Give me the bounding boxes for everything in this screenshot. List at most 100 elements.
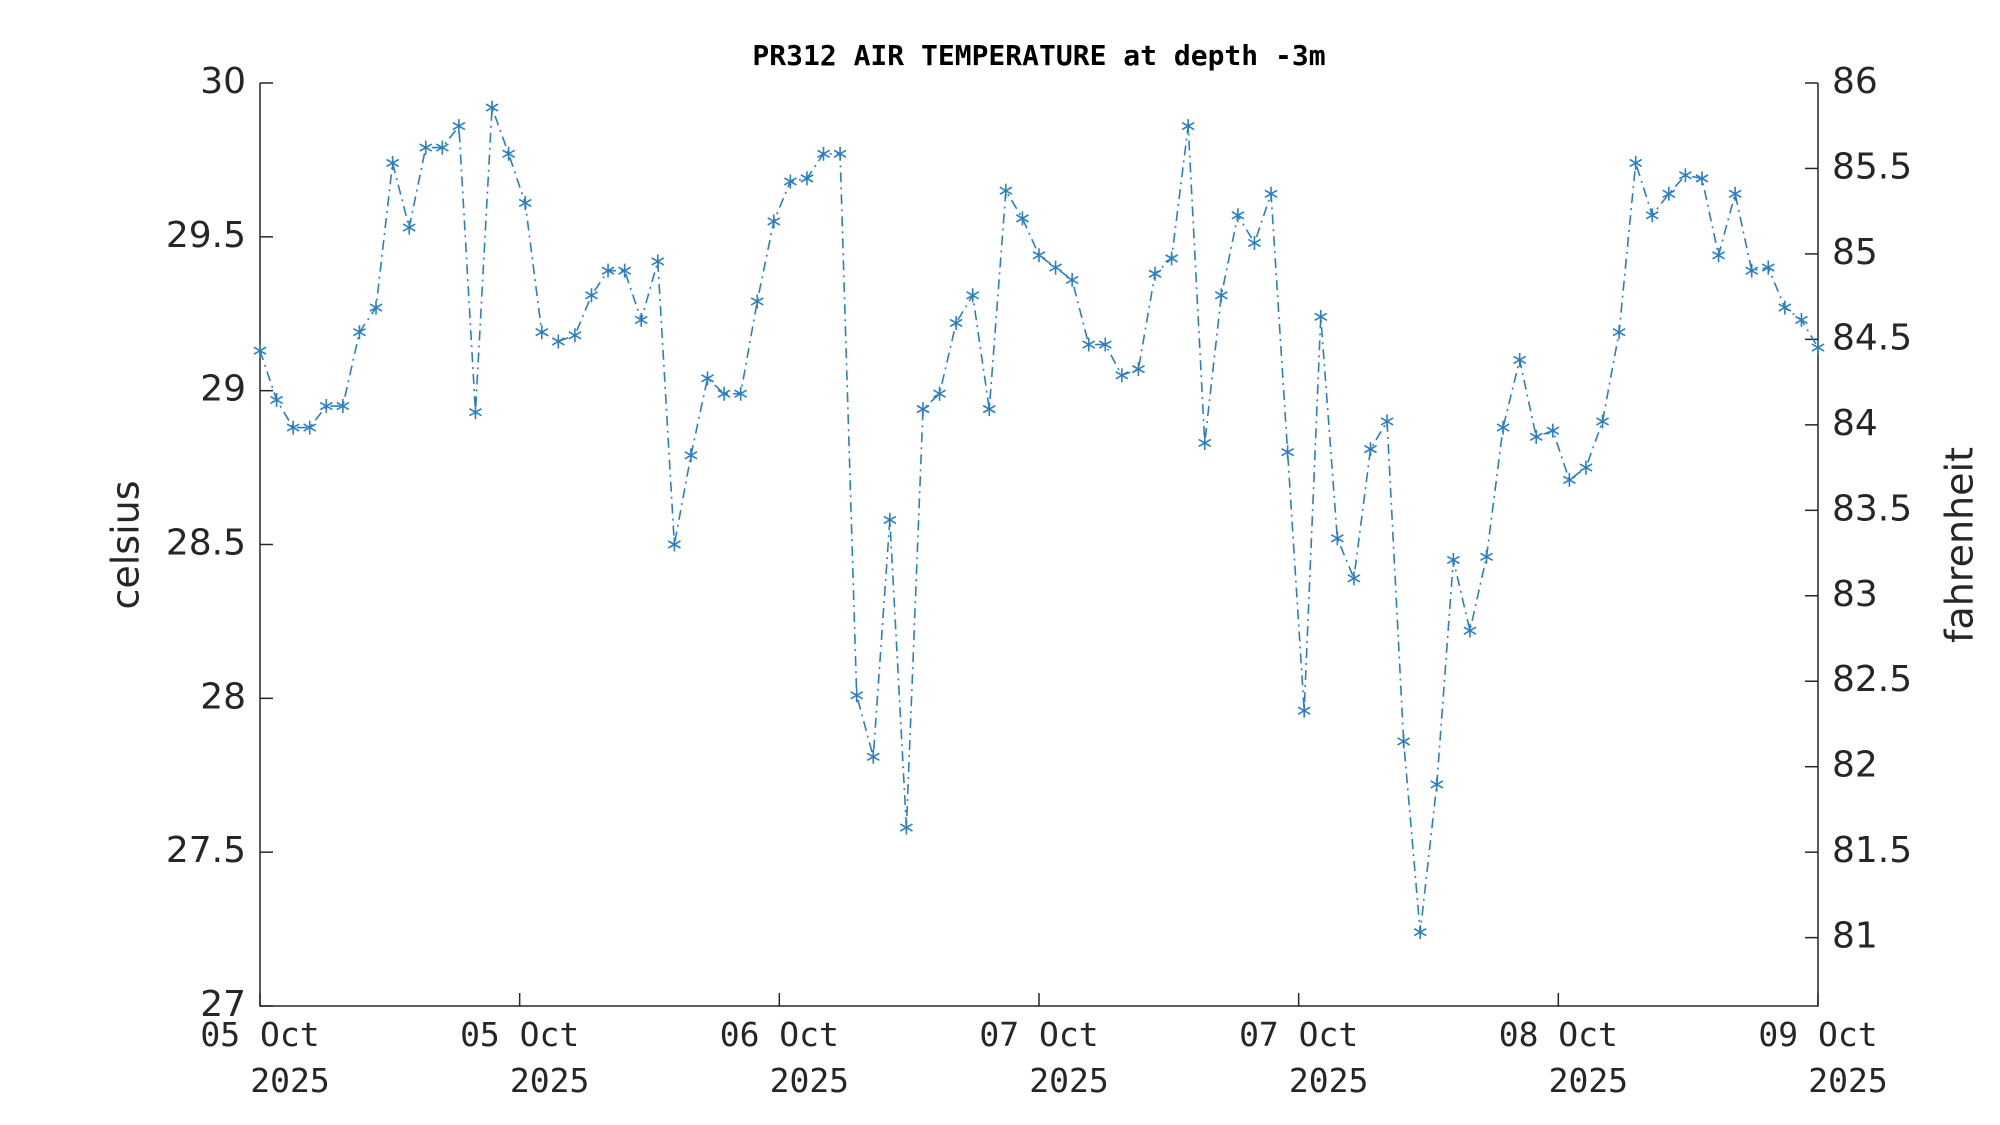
data-marker xyxy=(1198,435,1212,450)
data-marker xyxy=(634,312,648,327)
y2-tick-label: 82.5 xyxy=(1832,659,1912,700)
data-marker xyxy=(1049,260,1063,275)
y-tick-label: 28 xyxy=(200,676,246,717)
y-tick-label: 28.5 xyxy=(166,523,246,564)
data-marker xyxy=(949,315,963,330)
data-marker xyxy=(899,820,913,835)
data-marker xyxy=(651,254,665,269)
data-marker xyxy=(1678,168,1692,183)
x-tick-label: 07 Oct 2025 xyxy=(1239,1015,1368,1100)
data-marker xyxy=(535,325,549,340)
data-marker xyxy=(833,146,847,161)
data-marker xyxy=(551,334,565,349)
data-marker xyxy=(684,448,698,463)
y2-tick-label: 83 xyxy=(1832,574,1878,615)
data-marker xyxy=(933,386,947,401)
data-marker xyxy=(916,402,930,417)
y2-tick-label: 83.5 xyxy=(1832,488,1912,529)
y2-tick-label: 81 xyxy=(1832,916,1878,957)
data-marker xyxy=(1546,423,1560,438)
data-marker xyxy=(1248,235,1261,250)
data-marker xyxy=(1728,186,1742,201)
data-marker xyxy=(618,263,632,278)
data-marker xyxy=(1430,777,1444,792)
data-marker xyxy=(1529,429,1543,444)
data-marker xyxy=(319,399,333,414)
y-tick-label: 29 xyxy=(200,369,246,410)
data-marker xyxy=(1115,368,1129,383)
data-marker xyxy=(435,140,449,155)
data-marker xyxy=(1330,531,1344,546)
x-tick-label: 09 Oct 2025 xyxy=(1758,1015,1887,1100)
data-marker xyxy=(1264,186,1278,201)
data-marker xyxy=(1695,171,1709,186)
data-marker xyxy=(452,119,466,134)
data-marker xyxy=(850,688,864,703)
data-marker xyxy=(402,220,416,235)
y2-tick-label: 82 xyxy=(1832,745,1878,786)
y-tick-label: 30 xyxy=(200,61,246,102)
data-marker xyxy=(1629,155,1643,170)
data-marker xyxy=(336,399,350,414)
data-marker xyxy=(1496,420,1510,435)
data-marker xyxy=(800,171,814,186)
data-marker xyxy=(734,386,748,401)
data-marker xyxy=(1181,119,1195,134)
x-tick-label: 06 Oct 2025 xyxy=(720,1015,849,1100)
data-marker xyxy=(270,392,284,407)
data-marker xyxy=(1065,272,1079,287)
data-marker xyxy=(1231,208,1245,223)
data-marker xyxy=(1347,571,1361,586)
data-marker xyxy=(1761,260,1775,275)
data-marker xyxy=(1380,414,1394,429)
data-marker xyxy=(585,288,598,303)
data-marker xyxy=(883,512,897,527)
data-marker xyxy=(1463,623,1477,638)
data-marker xyxy=(352,325,366,340)
data-marker xyxy=(1778,300,1792,315)
data-marker xyxy=(701,371,714,386)
y-axis-label: celsius xyxy=(104,480,148,609)
data-marker xyxy=(1082,337,1096,352)
data-marker xyxy=(1794,312,1808,327)
x-tick-label: 07 Oct 2025 xyxy=(979,1015,1108,1100)
y-tick-label: 29.5 xyxy=(166,215,246,256)
y2-axis-label: fahrenheit xyxy=(1938,447,1982,643)
data-marker xyxy=(1745,263,1759,278)
y2-tick-label: 86 xyxy=(1832,61,1878,102)
data-marker xyxy=(1131,362,1145,377)
data-marker xyxy=(1446,552,1460,567)
data-marker xyxy=(1480,549,1493,564)
data-marker xyxy=(419,140,433,155)
data-marker xyxy=(286,420,300,435)
x-tick-label: 05 Oct 2025 xyxy=(200,1015,329,1100)
y-tick-label: 27 xyxy=(200,984,246,1025)
data-marker xyxy=(1562,472,1576,487)
data-marker xyxy=(568,328,582,343)
data-marker xyxy=(982,402,996,417)
data-marker xyxy=(966,288,980,303)
y2-tick-label: 84.5 xyxy=(1832,317,1912,358)
data-marker xyxy=(866,749,880,764)
y2-tick-label: 84 xyxy=(1832,403,1878,444)
data-marker xyxy=(767,214,781,229)
data-marker xyxy=(1811,340,1825,355)
data-marker xyxy=(253,343,267,358)
data-marker xyxy=(717,386,731,401)
data-marker xyxy=(1645,208,1659,223)
data-marker xyxy=(1165,251,1179,266)
data-marker xyxy=(601,263,615,278)
data-marker xyxy=(1513,352,1527,367)
data-marker xyxy=(303,420,317,435)
data-marker xyxy=(667,537,681,552)
data-marker xyxy=(502,146,516,161)
data-marker xyxy=(1314,309,1328,324)
x-tick-label: 08 Oct 2025 xyxy=(1499,1015,1628,1100)
data-marker xyxy=(1579,460,1593,475)
data-marker xyxy=(999,183,1013,198)
data-marker xyxy=(1032,248,1046,263)
chart-title: PR312 AIR TEMPERATURE at depth -3m xyxy=(752,39,1325,72)
data-marker xyxy=(469,405,482,420)
data-marker xyxy=(1297,703,1311,718)
